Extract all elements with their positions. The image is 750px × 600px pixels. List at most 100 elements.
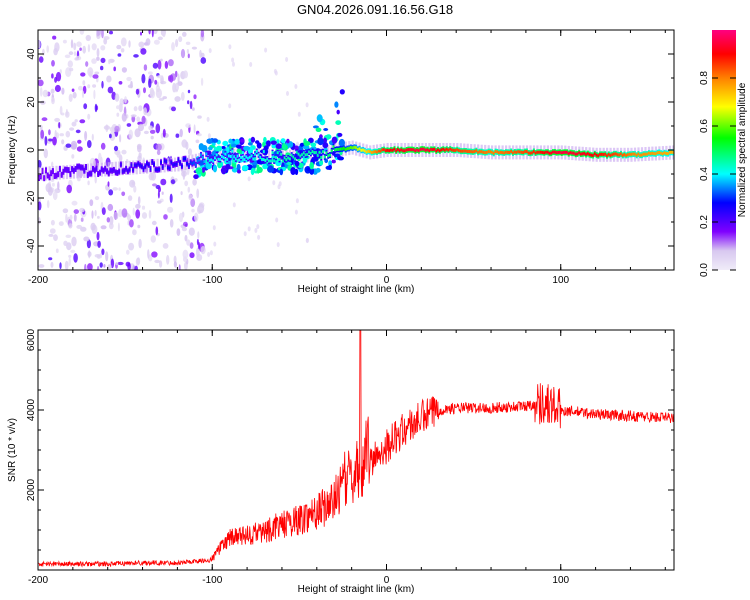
noise-blob xyxy=(187,100,190,105)
noise-blob xyxy=(208,48,212,54)
trace-core xyxy=(529,151,532,155)
trace-core xyxy=(158,167,161,171)
trace-core xyxy=(114,170,117,174)
noise-blob xyxy=(190,198,196,208)
noise-blob xyxy=(157,190,160,199)
noise-blob xyxy=(110,258,115,269)
colorbar-tick-label: 0.2 xyxy=(699,215,710,229)
trace-halo xyxy=(264,149,267,163)
trace-core xyxy=(402,149,405,153)
trace-halo xyxy=(156,158,159,173)
trace-core xyxy=(512,151,514,155)
noise-blob xyxy=(132,207,135,216)
trace-blob xyxy=(328,164,332,171)
trace-core xyxy=(442,147,445,151)
noise-blob xyxy=(50,261,54,268)
trace-core xyxy=(180,164,183,168)
noise-blob xyxy=(109,133,112,139)
noise-blob xyxy=(178,264,181,270)
noise-blob xyxy=(133,185,137,193)
trace-core xyxy=(280,152,283,156)
trace-core xyxy=(414,149,417,153)
noise-blob xyxy=(38,264,45,268)
noise-blob xyxy=(46,45,49,53)
noise-blob xyxy=(197,206,203,211)
trace-blob xyxy=(198,143,204,150)
noise-blob xyxy=(50,88,55,94)
trace-core xyxy=(215,153,218,157)
trace-core xyxy=(400,148,403,152)
trace-blob xyxy=(335,120,342,125)
trace-core xyxy=(609,153,612,157)
noise-blob xyxy=(46,200,50,209)
noise-blob xyxy=(51,97,55,105)
noise-blob xyxy=(87,84,91,89)
noise-blob xyxy=(183,70,188,79)
noise-blob xyxy=(62,39,67,44)
trace-core xyxy=(627,153,629,157)
noise-blob xyxy=(175,39,179,48)
noise-blob xyxy=(155,123,161,134)
trace-core xyxy=(196,159,199,163)
trace-blob xyxy=(230,143,238,148)
noise-blob xyxy=(206,116,210,122)
trace-core xyxy=(518,150,521,154)
trace-core xyxy=(355,146,358,150)
noise-blob xyxy=(296,141,299,147)
noise-blob xyxy=(100,57,106,64)
trace-core xyxy=(447,148,450,152)
trace-blob xyxy=(235,144,242,149)
noise-blob xyxy=(182,31,187,37)
noise-blob xyxy=(90,222,96,231)
trace-core xyxy=(588,153,591,157)
noise-blob xyxy=(191,46,197,50)
trace-core xyxy=(649,152,652,156)
noise-blob xyxy=(182,249,189,259)
trace-core xyxy=(358,147,361,151)
trace-blob xyxy=(312,125,319,129)
trace-core xyxy=(247,156,250,160)
noise-blob xyxy=(158,97,165,101)
noise-blob xyxy=(185,41,191,45)
trace-core xyxy=(430,147,433,151)
trace-blob xyxy=(315,127,322,132)
trace-blob xyxy=(323,128,329,131)
trace-core xyxy=(482,150,485,154)
trace-core xyxy=(656,151,659,155)
noise-blob xyxy=(228,44,232,50)
trace-core xyxy=(311,150,314,153)
trace-core xyxy=(116,171,119,175)
noise-blob xyxy=(71,154,75,159)
noise-blob xyxy=(130,114,137,118)
trace-core xyxy=(593,152,596,156)
trace-core xyxy=(304,153,307,157)
noise-blob xyxy=(52,35,57,40)
trace-core xyxy=(553,150,556,154)
noise-blob xyxy=(126,76,132,82)
noise-blob xyxy=(65,143,72,148)
noise-blob xyxy=(181,139,188,148)
trace-core xyxy=(100,167,103,171)
noise-blob xyxy=(113,66,116,72)
trace-core xyxy=(308,150,311,154)
noise-blob xyxy=(54,84,61,93)
trace-halo xyxy=(114,161,117,176)
noise-blob xyxy=(103,36,110,40)
trace-core xyxy=(269,159,272,163)
trace-core xyxy=(290,153,293,157)
trace-core xyxy=(365,150,368,154)
noise-blob xyxy=(297,111,301,117)
noise-blob xyxy=(108,59,111,65)
trace-core xyxy=(222,156,225,160)
trace-blob xyxy=(267,165,274,173)
trace-core xyxy=(433,147,436,151)
trace-core xyxy=(566,150,568,154)
snr-content xyxy=(38,330,674,568)
trace-blob xyxy=(302,145,310,150)
trace-core xyxy=(320,156,323,159)
noise-blob xyxy=(276,242,280,248)
noise-blob xyxy=(173,261,177,268)
trace-core xyxy=(316,153,319,157)
trace-blob xyxy=(339,89,345,95)
noise-blob xyxy=(113,145,119,152)
